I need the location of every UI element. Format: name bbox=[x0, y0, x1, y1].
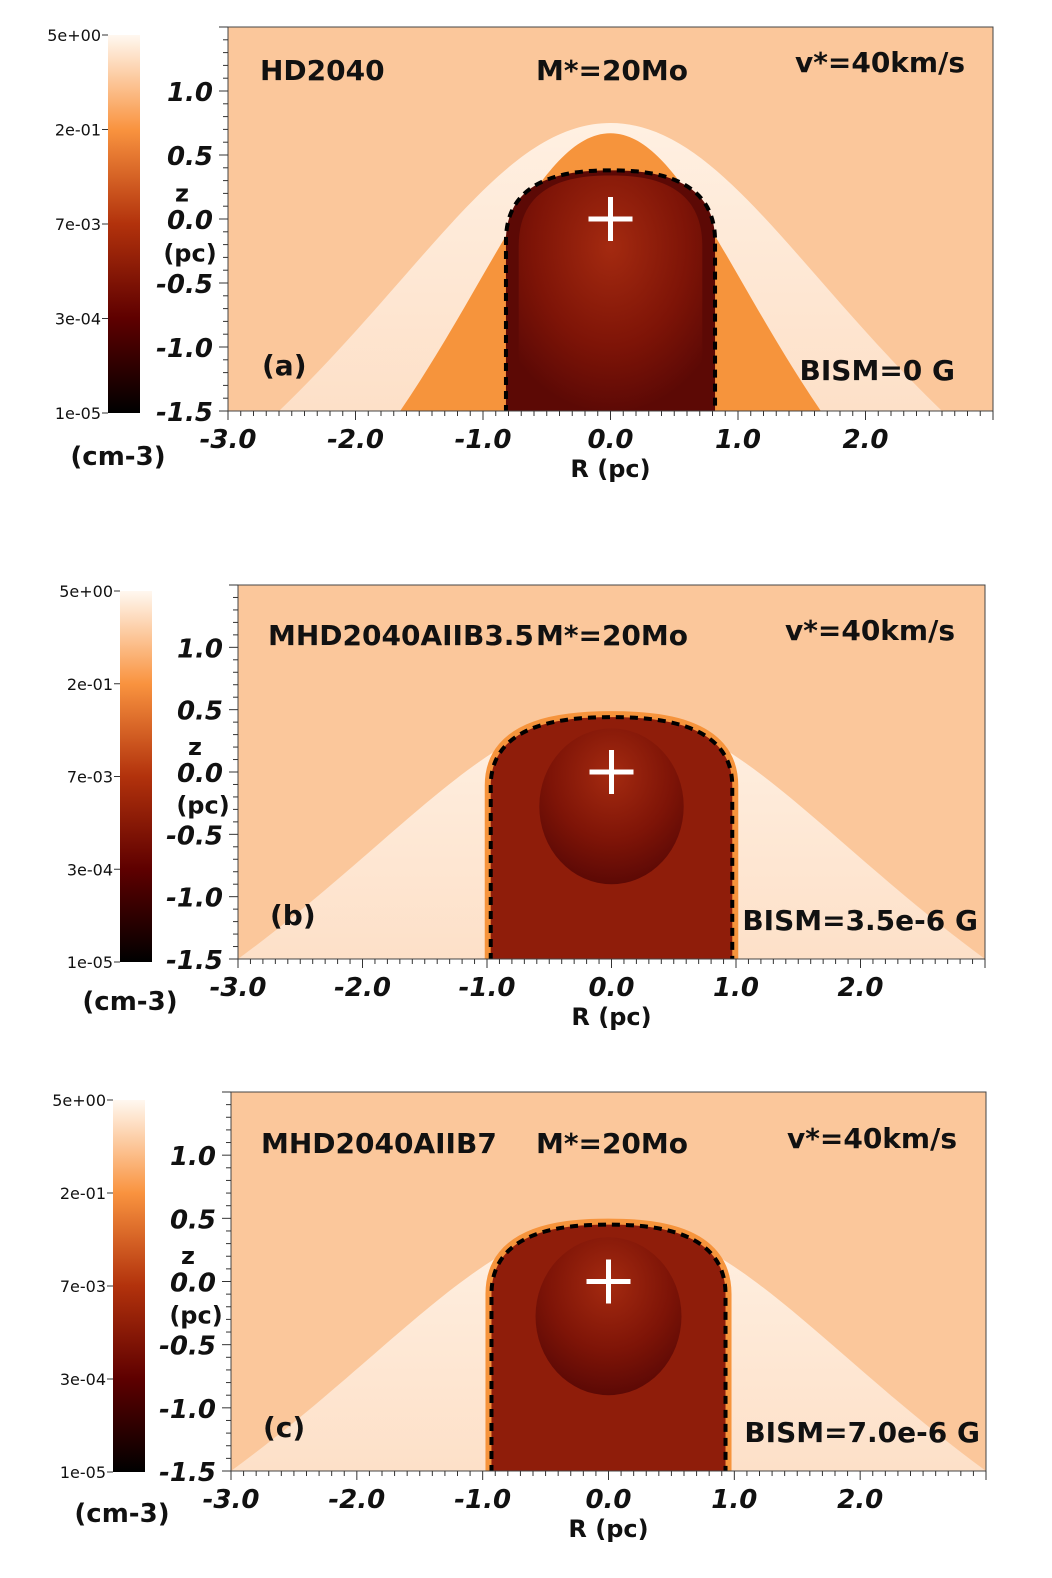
colorbar-unit-label: (cm-3) bbox=[70, 442, 165, 472]
colorbar-tick-label: 3e-04 bbox=[67, 860, 113, 879]
y-tick-label: 1.0 bbox=[167, 78, 213, 108]
stellar-mass: M*=20Mo bbox=[536, 619, 688, 652]
colorbar-tick-label: 2e-01 bbox=[67, 675, 113, 694]
stellar-velocity: v*=40km/s bbox=[795, 46, 965, 79]
y-tick-label: -1.5 bbox=[166, 946, 223, 976]
panel-svg: 5e+00 2e-01 7e-03 3e-04 1e-05 (cm-3) -3.0 -2.0 -… bbox=[52, 1091, 987, 1543]
x-tick-label: 2.0 bbox=[837, 1485, 883, 1515]
colorbar bbox=[120, 591, 152, 962]
magnetic-field: BISM=3.5e-6 G bbox=[742, 904, 978, 937]
x-tick-label: 0.0 bbox=[585, 1485, 631, 1515]
x-tick-label: 2.0 bbox=[842, 425, 888, 455]
density-map bbox=[228, 27, 993, 411]
y-tick-label: -0.5 bbox=[159, 1332, 216, 1362]
x-tick-label: 2.0 bbox=[837, 973, 883, 1003]
y-axis-label: z bbox=[175, 179, 189, 207]
model-name: HD2040 bbox=[260, 54, 385, 87]
x-tick-label: -3.0 bbox=[203, 1485, 260, 1515]
y-tick-label: -1.5 bbox=[156, 398, 213, 428]
stellar-mass: M*=20Mo bbox=[536, 54, 688, 87]
colorbar-tick-label: 1e-05 bbox=[60, 1463, 106, 1482]
x-tick-label: -3.0 bbox=[200, 425, 257, 455]
y-axis-label: z bbox=[181, 1242, 195, 1270]
x-tick-label: -1.0 bbox=[454, 1485, 511, 1515]
x-axis-label: R (pc) bbox=[570, 455, 650, 483]
panel-svg: 5e+00 2e-01 7e-03 3e-04 1e-05 (cm-3) -3.0 -2.0 -… bbox=[47, 26, 994, 483]
y-tick-label: 0.0 bbox=[177, 759, 223, 789]
y-tick-label: 0.0 bbox=[167, 206, 213, 236]
model-name: MHD2040AIIB3.5 bbox=[268, 619, 534, 652]
x-tick-label: 0.0 bbox=[587, 425, 633, 455]
y-tick-label: -1.0 bbox=[156, 334, 213, 364]
y-tick-label: -0.5 bbox=[166, 821, 223, 851]
x-tick-label: -2.0 bbox=[328, 1485, 385, 1515]
colorbar-tick-label: 2e-01 bbox=[55, 121, 101, 140]
panel-label: (a) bbox=[262, 349, 307, 382]
x-tick-label: -2.0 bbox=[334, 973, 391, 1003]
stellar-mass: M*=20Mo bbox=[536, 1127, 688, 1160]
y-tick-label: -1.0 bbox=[166, 884, 223, 914]
y-tick-label: 1.0 bbox=[177, 634, 223, 664]
y-tick-label: 0.5 bbox=[167, 142, 213, 172]
panel-a: 5e+00 2e-01 7e-03 3e-04 1e-05 (cm-3) -3.0 -2.0 -… bbox=[0, 0, 1052, 520]
y-tick-label: 1.0 bbox=[170, 1142, 216, 1172]
y-tick-label: 0.5 bbox=[177, 697, 223, 727]
contact-discontinuity bbox=[488, 715, 735, 959]
x-tick-label: -1.0 bbox=[455, 425, 512, 455]
colorbar bbox=[108, 35, 140, 413]
free-wind-region bbox=[535, 1237, 682, 1396]
x-axis-label: R (pc) bbox=[568, 1515, 648, 1543]
colorbar-tick-label: 7e-03 bbox=[67, 768, 113, 787]
panel-svg: 5e+00 2e-01 7e-03 3e-04 1e-05 (cm-3) -3.0 -2.0 -… bbox=[59, 582, 986, 1031]
x-tick-label: 1.0 bbox=[713, 973, 759, 1003]
panel-label: (c) bbox=[263, 1411, 305, 1444]
magnetic-field: BISM=7.0e-6 G bbox=[744, 1416, 980, 1449]
free-wind-region bbox=[518, 175, 703, 411]
colorbar bbox=[113, 1100, 145, 1472]
x-tick-label: 1.0 bbox=[711, 1485, 757, 1515]
x-axis-label: R (pc) bbox=[571, 1003, 651, 1031]
colorbar-tick-label: 3e-04 bbox=[60, 1370, 106, 1389]
y-axis-label: z bbox=[188, 733, 202, 761]
x-tick-label: -1.0 bbox=[459, 973, 516, 1003]
colorbar-tick-label: 5e+00 bbox=[52, 1091, 106, 1110]
magnetic-field: BISM=0 G bbox=[800, 354, 955, 387]
y-tick-label: -1.5 bbox=[159, 1458, 216, 1488]
panel-label: (b) bbox=[270, 899, 316, 932]
colorbar-tick-label: 7e-03 bbox=[55, 215, 101, 234]
x-tick-label: 1.0 bbox=[715, 425, 761, 455]
colorbar-tick-label: 1e-05 bbox=[55, 404, 101, 423]
y-tick-label: 0.0 bbox=[170, 1269, 216, 1299]
y-tick-label: -0.5 bbox=[156, 270, 213, 300]
contact-discontinuity bbox=[503, 168, 718, 411]
stellar-velocity: v*=40km/s bbox=[785, 614, 955, 647]
panel-c: 5e+00 2e-01 7e-03 3e-04 1e-05 (cm-3) -3.0 -2.0 -… bbox=[0, 1070, 1052, 1578]
free-wind-region bbox=[539, 728, 684, 885]
x-tick-label: -2.0 bbox=[327, 425, 384, 455]
y-tick-label: 0.5 bbox=[170, 1205, 216, 1235]
stellar-velocity: v*=40km/s bbox=[787, 1122, 957, 1155]
colorbar-tick-label: 7e-03 bbox=[60, 1277, 106, 1296]
model-name: MHD2040AIIB7 bbox=[261, 1127, 497, 1160]
colorbar-tick-label: 5e+00 bbox=[47, 26, 101, 45]
y-axis-unit: (pc) bbox=[169, 1302, 222, 1330]
y-tick-label: -1.0 bbox=[159, 1395, 216, 1425]
x-tick-label: 0.0 bbox=[588, 973, 634, 1003]
colorbar-tick-label: 1e-05 bbox=[67, 953, 113, 972]
x-tick-label: -3.0 bbox=[210, 973, 267, 1003]
colorbar-unit-label: (cm-3) bbox=[82, 987, 177, 1017]
colorbar-tick-label: 5e+00 bbox=[59, 582, 113, 601]
panel-b: 5e+00 2e-01 7e-03 3e-04 1e-05 (cm-3) -3.0 -2.0 -… bbox=[0, 560, 1052, 1040]
colorbar-tick-label: 3e-04 bbox=[55, 310, 101, 329]
colorbar-tick-label: 2e-01 bbox=[60, 1184, 106, 1203]
y-axis-unit: (pc) bbox=[163, 240, 216, 268]
colorbar-unit-label: (cm-3) bbox=[74, 1499, 169, 1529]
y-axis-unit: (pc) bbox=[176, 792, 229, 820]
